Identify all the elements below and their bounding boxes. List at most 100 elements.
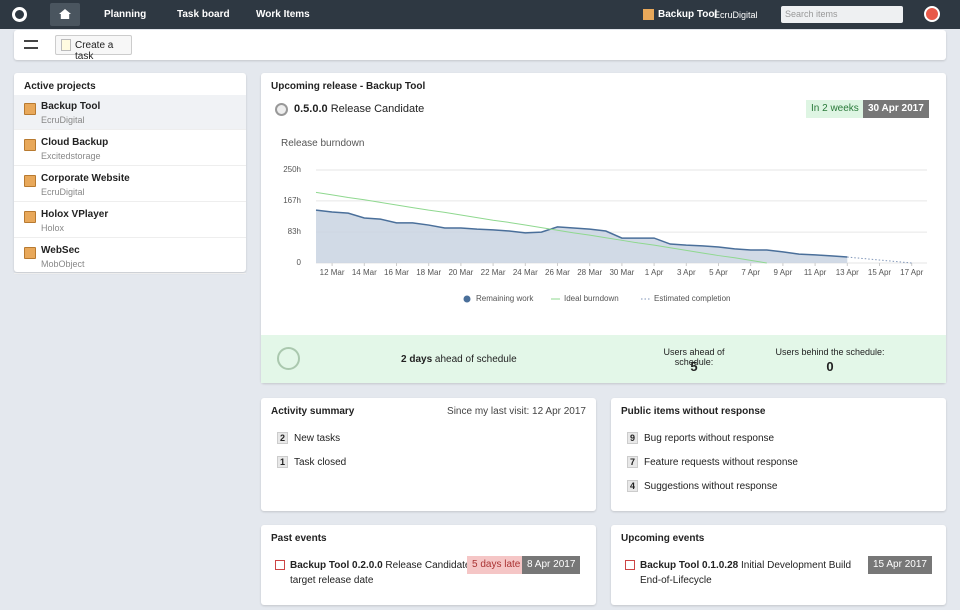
status-bold: 2 days	[401, 354, 433, 365]
project-icon	[24, 103, 36, 115]
project-row[interactable]: Corporate Website EcruDigital	[14, 167, 246, 202]
series-line	[847, 256, 912, 264]
search-placeholder: Search items	[785, 9, 838, 19]
avatar[interactable]	[924, 6, 940, 22]
summary-row: 1 Task closed	[277, 456, 346, 468]
due-badge: In 2 weeks	[806, 100, 864, 118]
ahead-count: 5	[690, 359, 698, 374]
legend-label: Ideal burndown	[564, 294, 619, 303]
chart-title: Release burndown	[281, 138, 365, 149]
panel-title: Upcoming release - Backup Tool	[271, 81, 426, 92]
create-task-label: Create a task	[75, 40, 114, 62]
series-line	[315, 191, 767, 264]
project-name: Backup Tool	[41, 101, 101, 112]
x-tick-label: 1 Apr	[645, 268, 664, 277]
project-icon	[24, 139, 36, 151]
x-tick-label: 7 Apr	[741, 268, 760, 277]
x-tick-label: 22 Mar	[481, 268, 506, 277]
project-icon	[24, 175, 36, 187]
check-icon	[277, 347, 300, 370]
past-panel: Past events Backup Tool 0.2.0.0 Release …	[261, 525, 596, 605]
legend-swatch	[463, 295, 471, 303]
project-row[interactable]: Backup Tool EcruDigital	[14, 95, 246, 130]
behind-count: 0	[826, 359, 834, 374]
ahead-label: Users ahead of schedule:	[663, 347, 725, 367]
summary-label: Suggestions without response	[644, 481, 778, 492]
x-tick-label: 30 Mar	[609, 268, 634, 277]
x-tick-label: 9 Apr	[774, 268, 793, 277]
date-badge: 15 Apr 2017	[868, 556, 932, 574]
event-sub: target release date	[290, 575, 374, 586]
logo[interactable]	[12, 7, 27, 22]
summary-label: Feature requests without response	[644, 457, 798, 468]
release-name: Release Candidate	[330, 103, 425, 115]
count: 7	[627, 456, 638, 468]
x-tick-label: 5 Apr	[709, 268, 728, 277]
projects-panel: Active projects Backup Tool EcruDigital Cl…	[14, 73, 246, 274]
release-icon	[275, 103, 288, 116]
search-box[interactable]: Search items	[781, 6, 903, 23]
status-rest: ahead of schedule	[434, 354, 517, 365]
menu-toggle[interactable]	[24, 40, 38, 49]
x-tick-label: 3 Apr	[677, 268, 696, 277]
nav-workitems[interactable]: Work Items	[256, 9, 310, 20]
x-tick-label: 12 Mar	[320, 268, 345, 277]
calendar-icon	[625, 560, 635, 570]
summary-row: 4 Suggestions without response	[627, 480, 777, 492]
panel-title: Activity summary	[271, 406, 355, 417]
summary-label: New tasks	[294, 433, 341, 444]
release-panel: Upcoming release - Backup Tool 0.5.0.0 R…	[261, 73, 946, 383]
burndown-chart: 250h 167h 83h 0 12 Mar 14 Mar 16 Mar 18 Mar 20 M…	[283, 165, 927, 303]
nav-taskboard[interactable]: Task board	[177, 9, 230, 20]
series-line	[315, 209, 848, 258]
count: 4	[627, 480, 638, 492]
event-line: Backup Tool 0.1.0.28 Initial Development…	[640, 560, 851, 571]
status-text: 2 days ahead of schedule	[401, 354, 517, 365]
y-tick-label: 167h	[283, 196, 301, 205]
y-tick-label: 83h	[288, 227, 301, 236]
project-icon	[643, 9, 654, 20]
event-project: Backup Tool	[290, 560, 350, 571]
toolbar: Create a task	[14, 30, 946, 62]
project-org: EcruDigital	[41, 187, 85, 197]
behind-label: Users behind the schedule:	[775, 347, 885, 357]
project-org: EcruDigital	[41, 115, 85, 125]
project-row[interactable]: Holox VPlayer Holox	[14, 203, 246, 238]
project-name: Holox VPlayer	[41, 209, 109, 220]
summary-label: Bug reports without response	[644, 433, 775, 444]
project-org: MobObject	[41, 259, 85, 269]
status-strip: 2 days ahead of schedule Users ahead of …	[261, 335, 946, 383]
x-tick-label: 13 Apr	[836, 268, 859, 277]
project-row[interactable]: Cloud Backup Excitedstorage	[14, 131, 246, 166]
top-nav: Planning Task board Work Items Backup To…	[0, 0, 960, 29]
x-tick-label: 18 Mar	[416, 268, 441, 277]
summary-row: 9 Bug reports without response	[627, 432, 774, 444]
event-line: Backup Tool 0.2.0.0 Release Candidate	[290, 560, 470, 571]
area	[316, 210, 848, 263]
release-version: 0.5.0.0	[294, 103, 328, 115]
x-tick-label: 14 Mar	[352, 268, 377, 277]
event-name: Release Candidate	[385, 560, 471, 571]
project-row[interactable]: WebSec MobObject	[14, 239, 246, 274]
count: 1	[277, 456, 288, 468]
nav-org[interactable]: EcruDigital	[714, 10, 758, 20]
event-project: Backup Tool	[640, 560, 700, 571]
nav-planning[interactable]: Planning	[104, 9, 147, 20]
event-version: 0.2.0.0	[352, 560, 383, 571]
count: 2	[277, 432, 288, 444]
project-name: WebSec	[41, 245, 80, 256]
x-tick-label: 26 Mar	[545, 268, 570, 277]
x-tick-label: 24 Mar	[513, 268, 538, 277]
nav-project[interactable]: Backup Tool	[658, 9, 718, 20]
project-icon	[24, 211, 36, 223]
legend-label: Remaining work	[476, 294, 534, 303]
x-tick-label: 28 Mar	[577, 268, 602, 277]
home-button[interactable]	[50, 3, 80, 26]
count: 9	[627, 432, 638, 444]
panel-title: Active projects	[24, 81, 96, 92]
public-panel: Public items without response 9 Bug repor…	[611, 398, 946, 511]
y-tick-label: 0	[297, 258, 302, 267]
project-icon	[24, 247, 36, 259]
create-task-button[interactable]: Create a task	[55, 35, 132, 62]
